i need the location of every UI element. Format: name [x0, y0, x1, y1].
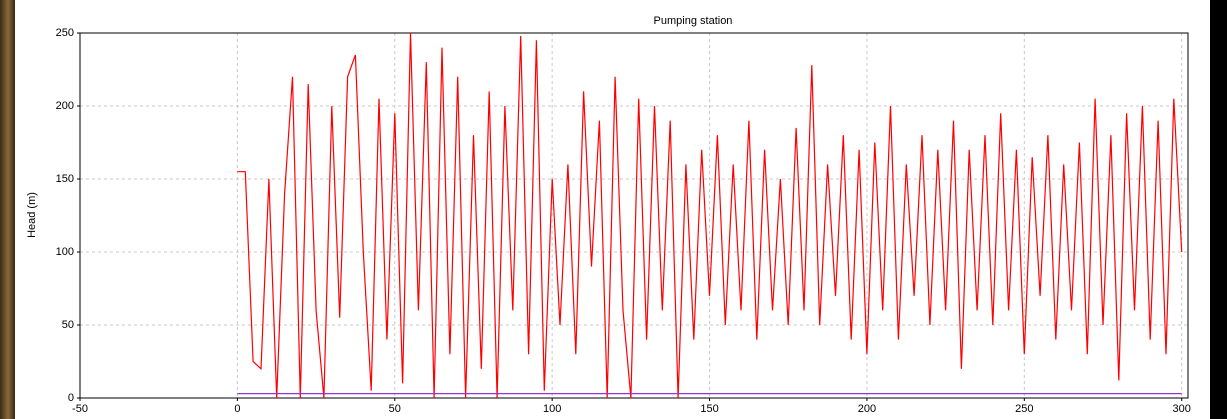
- y-tick-label: 200: [56, 100, 74, 112]
- y-tick-label: 100: [56, 246, 74, 258]
- x-tick-label: 100: [543, 403, 561, 415]
- x-tick-label: 200: [858, 403, 876, 415]
- y-tick-label: 250: [56, 27, 74, 39]
- x-tick-label: -50: [72, 403, 88, 415]
- x-tick-label: 300: [1173, 403, 1191, 415]
- plot-frame: [79, 32, 1189, 399]
- data-line: [237, 32, 1183, 399]
- y-tick-label: 50: [62, 319, 74, 331]
- x-tick-label: 50: [389, 403, 401, 415]
- chart-title: Pumping station: [654, 15, 733, 27]
- y-tick-label: 0: [68, 392, 74, 404]
- x-tick-label: 150: [700, 403, 718, 415]
- window-edge: [1210, 0, 1227, 419]
- y-tick-label: 150: [56, 173, 74, 185]
- x-tick-label: 250: [1015, 403, 1033, 415]
- x-tick-label: 0: [234, 403, 240, 415]
- chart-panel: [15, 0, 1227, 419]
- y-axis-label: Head (m): [26, 192, 38, 238]
